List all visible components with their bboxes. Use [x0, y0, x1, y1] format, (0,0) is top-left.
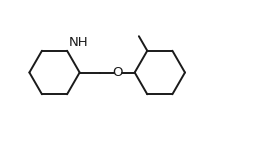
Text: O: O — [113, 66, 123, 79]
Text: NH: NH — [69, 36, 88, 49]
